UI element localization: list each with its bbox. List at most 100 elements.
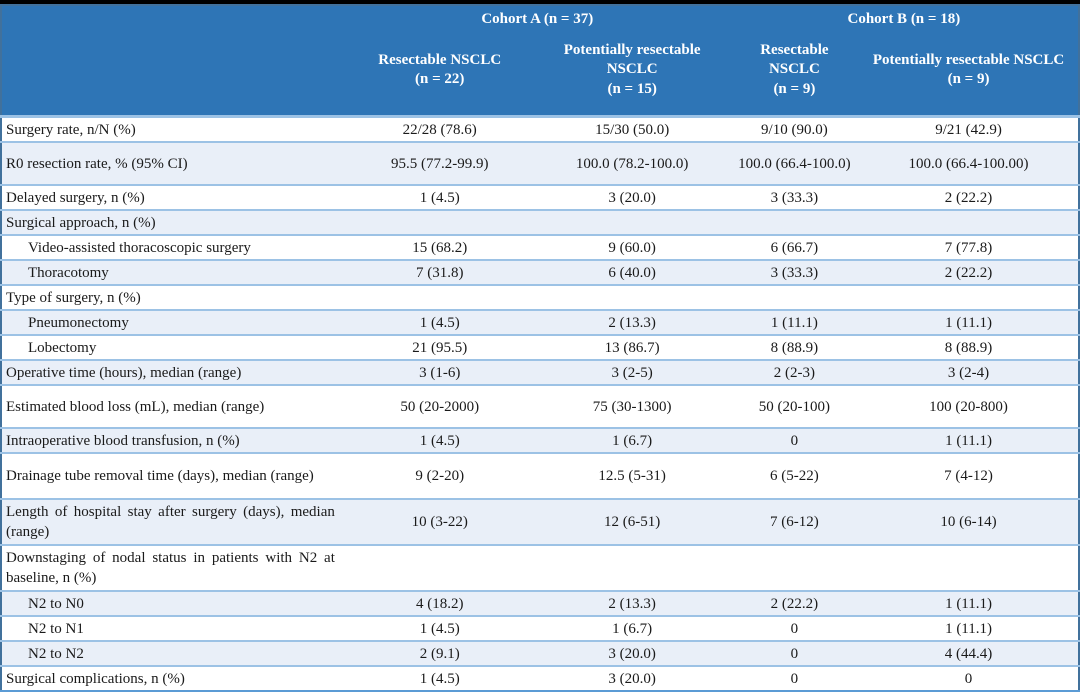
col-header-name: Potentially resectable NSCLC — [872, 51, 1065, 68]
cell-value: 2 (22.2) — [944, 189, 993, 206]
cell-value: 1 (11.1) — [945, 620, 992, 637]
row-label: Delayed surgery, n (%) — [6, 189, 145, 206]
cell-value — [345, 210, 535, 235]
cell-value: 10 (6-14) — [940, 514, 997, 530]
table-row: Downstaging of nodal status in patients … — [1, 545, 1079, 591]
col-header-name: Resectable NSCLC — [760, 41, 829, 78]
table-row: N2 to N2 2 (9.1) 3 (20.0) 0 4 (44.4) — [1, 641, 1079, 666]
surgery-outcomes-table-container: Cohort A (n = 37) Cohort B (n = 18) Rese… — [0, 4, 1080, 692]
cell-value: 1 (11.1) — [945, 595, 992, 612]
row-label: Surgery rate, n/N (%) — [6, 121, 136, 138]
cell-value: 8 (88.9) — [770, 339, 819, 356]
table-row: Surgery rate, n/N (%) 22/28 (78.6) 15/30 (… — [1, 116, 1079, 143]
cell-value: 0 — [790, 432, 799, 449]
cell-value: 0 — [790, 670, 799, 687]
row-label: Pneumonectomy — [28, 314, 129, 331]
cell-value: 1 (4.5) — [419, 670, 460, 687]
row-label: Length of hospital stay after surgery (d… — [6, 504, 335, 540]
row-label: Intraoperative blood transfusion, n (%) — [6, 432, 240, 449]
cell-value: 7 (31.8) — [415, 264, 464, 281]
cell-value: 8 (88.9) — [944, 339, 993, 356]
cell-value: 3 (20.0) — [608, 645, 656, 662]
row-label: Drainage tube removal time (days), media… — [6, 468, 314, 484]
cell-value: 2 (22.2) — [944, 264, 993, 281]
cell-value: 22/28 (78.6) — [402, 121, 477, 138]
cell-value: 13 (86.7) — [604, 339, 660, 356]
cell-value: 3 (1-6) — [419, 364, 461, 381]
table-row: Length of hospital stay after surgery (d… — [1, 499, 1079, 545]
cell-value: 1 (11.1) — [945, 314, 992, 331]
cell-value: 15/30 (50.0) — [595, 121, 670, 138]
cell-value — [730, 210, 859, 235]
cell-value: 3 (2-5) — [611, 364, 653, 381]
cell-value: 2 (22.2) — [770, 595, 819, 612]
cell-value — [535, 545, 730, 591]
cell-value: 2 (13.3) — [608, 595, 656, 612]
cell-value: 4 (44.4) — [944, 645, 993, 662]
cell-value: 0 — [790, 620, 799, 637]
cell-value: 1 (4.5) — [419, 314, 460, 331]
col-header-potentially-resectable-b: Potentially resectable NSCLC (n = 9) — [859, 31, 1079, 117]
row-label: Lobectomy — [28, 339, 97, 356]
cell-value: 9/10 (90.0) — [761, 121, 828, 138]
cell-value: 3 (2-4) — [947, 364, 990, 381]
cell-value: 9/21 (42.9) — [935, 121, 1002, 138]
cell-value: 6 (5-22) — [770, 468, 819, 484]
cell-value: 3 (33.3) — [770, 264, 819, 281]
cell-value: 2 (2-3) — [773, 364, 815, 381]
cell-value: 1 (4.5) — [419, 189, 460, 206]
cell-value: 50 (20-100) — [758, 398, 830, 415]
table-row: Surgical approach, n (%) — [1, 210, 1079, 235]
cell-value: 15 (68.2) — [412, 239, 468, 256]
cell-value — [859, 285, 1079, 310]
cell-value: 95.5 (77.2-99.9) — [390, 155, 489, 172]
cell-value: 1 (11.1) — [945, 432, 992, 449]
table-row: Estimated blood loss (mL), median (range… — [1, 385, 1079, 428]
cell-value: 2 (13.3) — [608, 314, 656, 331]
table-row: R0 resection rate, % (95% CI) 95.5 (77.2-… — [1, 142, 1079, 185]
cell-value: 1 (4.5) — [419, 432, 460, 449]
row-label: Thoracotomy — [28, 264, 109, 281]
row-label: Downstaging of nodal status in patients … — [6, 550, 335, 586]
cell-value: 7 (6-12) — [770, 514, 819, 530]
row-label: N2 to N1 — [28, 620, 84, 637]
row-label: Estimated blood loss (mL), median (range… — [6, 398, 265, 415]
table-row: Intraoperative blood transfusion, n (%) 1… — [1, 428, 1079, 453]
cell-value: 9 (60.0) — [608, 239, 656, 256]
cell-value: 100 (20-800) — [929, 398, 1008, 415]
table-row: Video-assisted thoracoscopic surgery 15 (… — [1, 235, 1079, 260]
table-row: Drainage tube removal time (days), media… — [1, 453, 1079, 499]
table-row: Delayed surgery, n (%) 1 (4.5) 3 (20.0) 3 (… — [1, 185, 1079, 210]
cell-value — [535, 285, 730, 310]
cell-value: 1 (4.5) — [419, 620, 460, 637]
table-row: Thoracotomy 7 (31.8) 6 (40.0) 3 (33.3) 2 (22… — [1, 260, 1079, 285]
cell-value — [345, 545, 535, 591]
cell-value: 0 — [964, 670, 973, 687]
cell-value: 12.5 (5-31) — [598, 468, 666, 484]
row-label: N2 to N2 — [28, 645, 84, 662]
surgery-outcomes-table: Cohort A (n = 37) Cohort B (n = 18) Rese… — [0, 4, 1080, 692]
header-spacer — [1, 31, 345, 117]
col-header-potentially-resectable-a: Potentially resectable NSCLC (n = 15) — [534, 31, 730, 117]
row-label: R0 resection rate, % (95% CI) — [6, 155, 188, 172]
cell-value: 7 (77.8) — [944, 239, 993, 256]
col-header-resectable-b: Resectable NSCLC (n = 9) — [729, 31, 860, 117]
row-label: Type of surgery, n (%) — [6, 289, 141, 306]
cell-value: 7 (4-12) — [944, 468, 993, 484]
cell-value — [730, 545, 859, 591]
row-label: Video-assisted thoracoscopic surgery — [28, 239, 251, 256]
cell-value: 0 — [790, 645, 799, 662]
table-header: Cohort A (n = 37) Cohort B (n = 18) Rese… — [1, 5, 1079, 117]
table-body: Surgery rate, n/N (%) 22/28 (78.6) 15/30 (… — [1, 116, 1079, 691]
cell-value: 6 (66.7) — [770, 239, 819, 256]
cohort-header-row: Cohort A (n = 37) Cohort B (n = 18) — [1, 5, 1079, 31]
cell-value: 9 (2-20) — [415, 468, 465, 484]
table-row: Lobectomy 21 (95.5) 13 (86.7) 8 (88.9) 8 (88… — [1, 335, 1079, 360]
cell-value — [859, 545, 1079, 591]
cell-value — [730, 285, 859, 310]
cell-value: 3 (20.0) — [608, 670, 656, 687]
table-row: Pneumonectomy 1 (4.5) 2 (13.3) 1 (11.1) 1 (1… — [1, 310, 1079, 335]
row-label: Surgical complications, n (%) — [6, 670, 185, 687]
header-spacer — [1, 5, 345, 31]
col-header-n: (n = 22) — [415, 71, 465, 87]
